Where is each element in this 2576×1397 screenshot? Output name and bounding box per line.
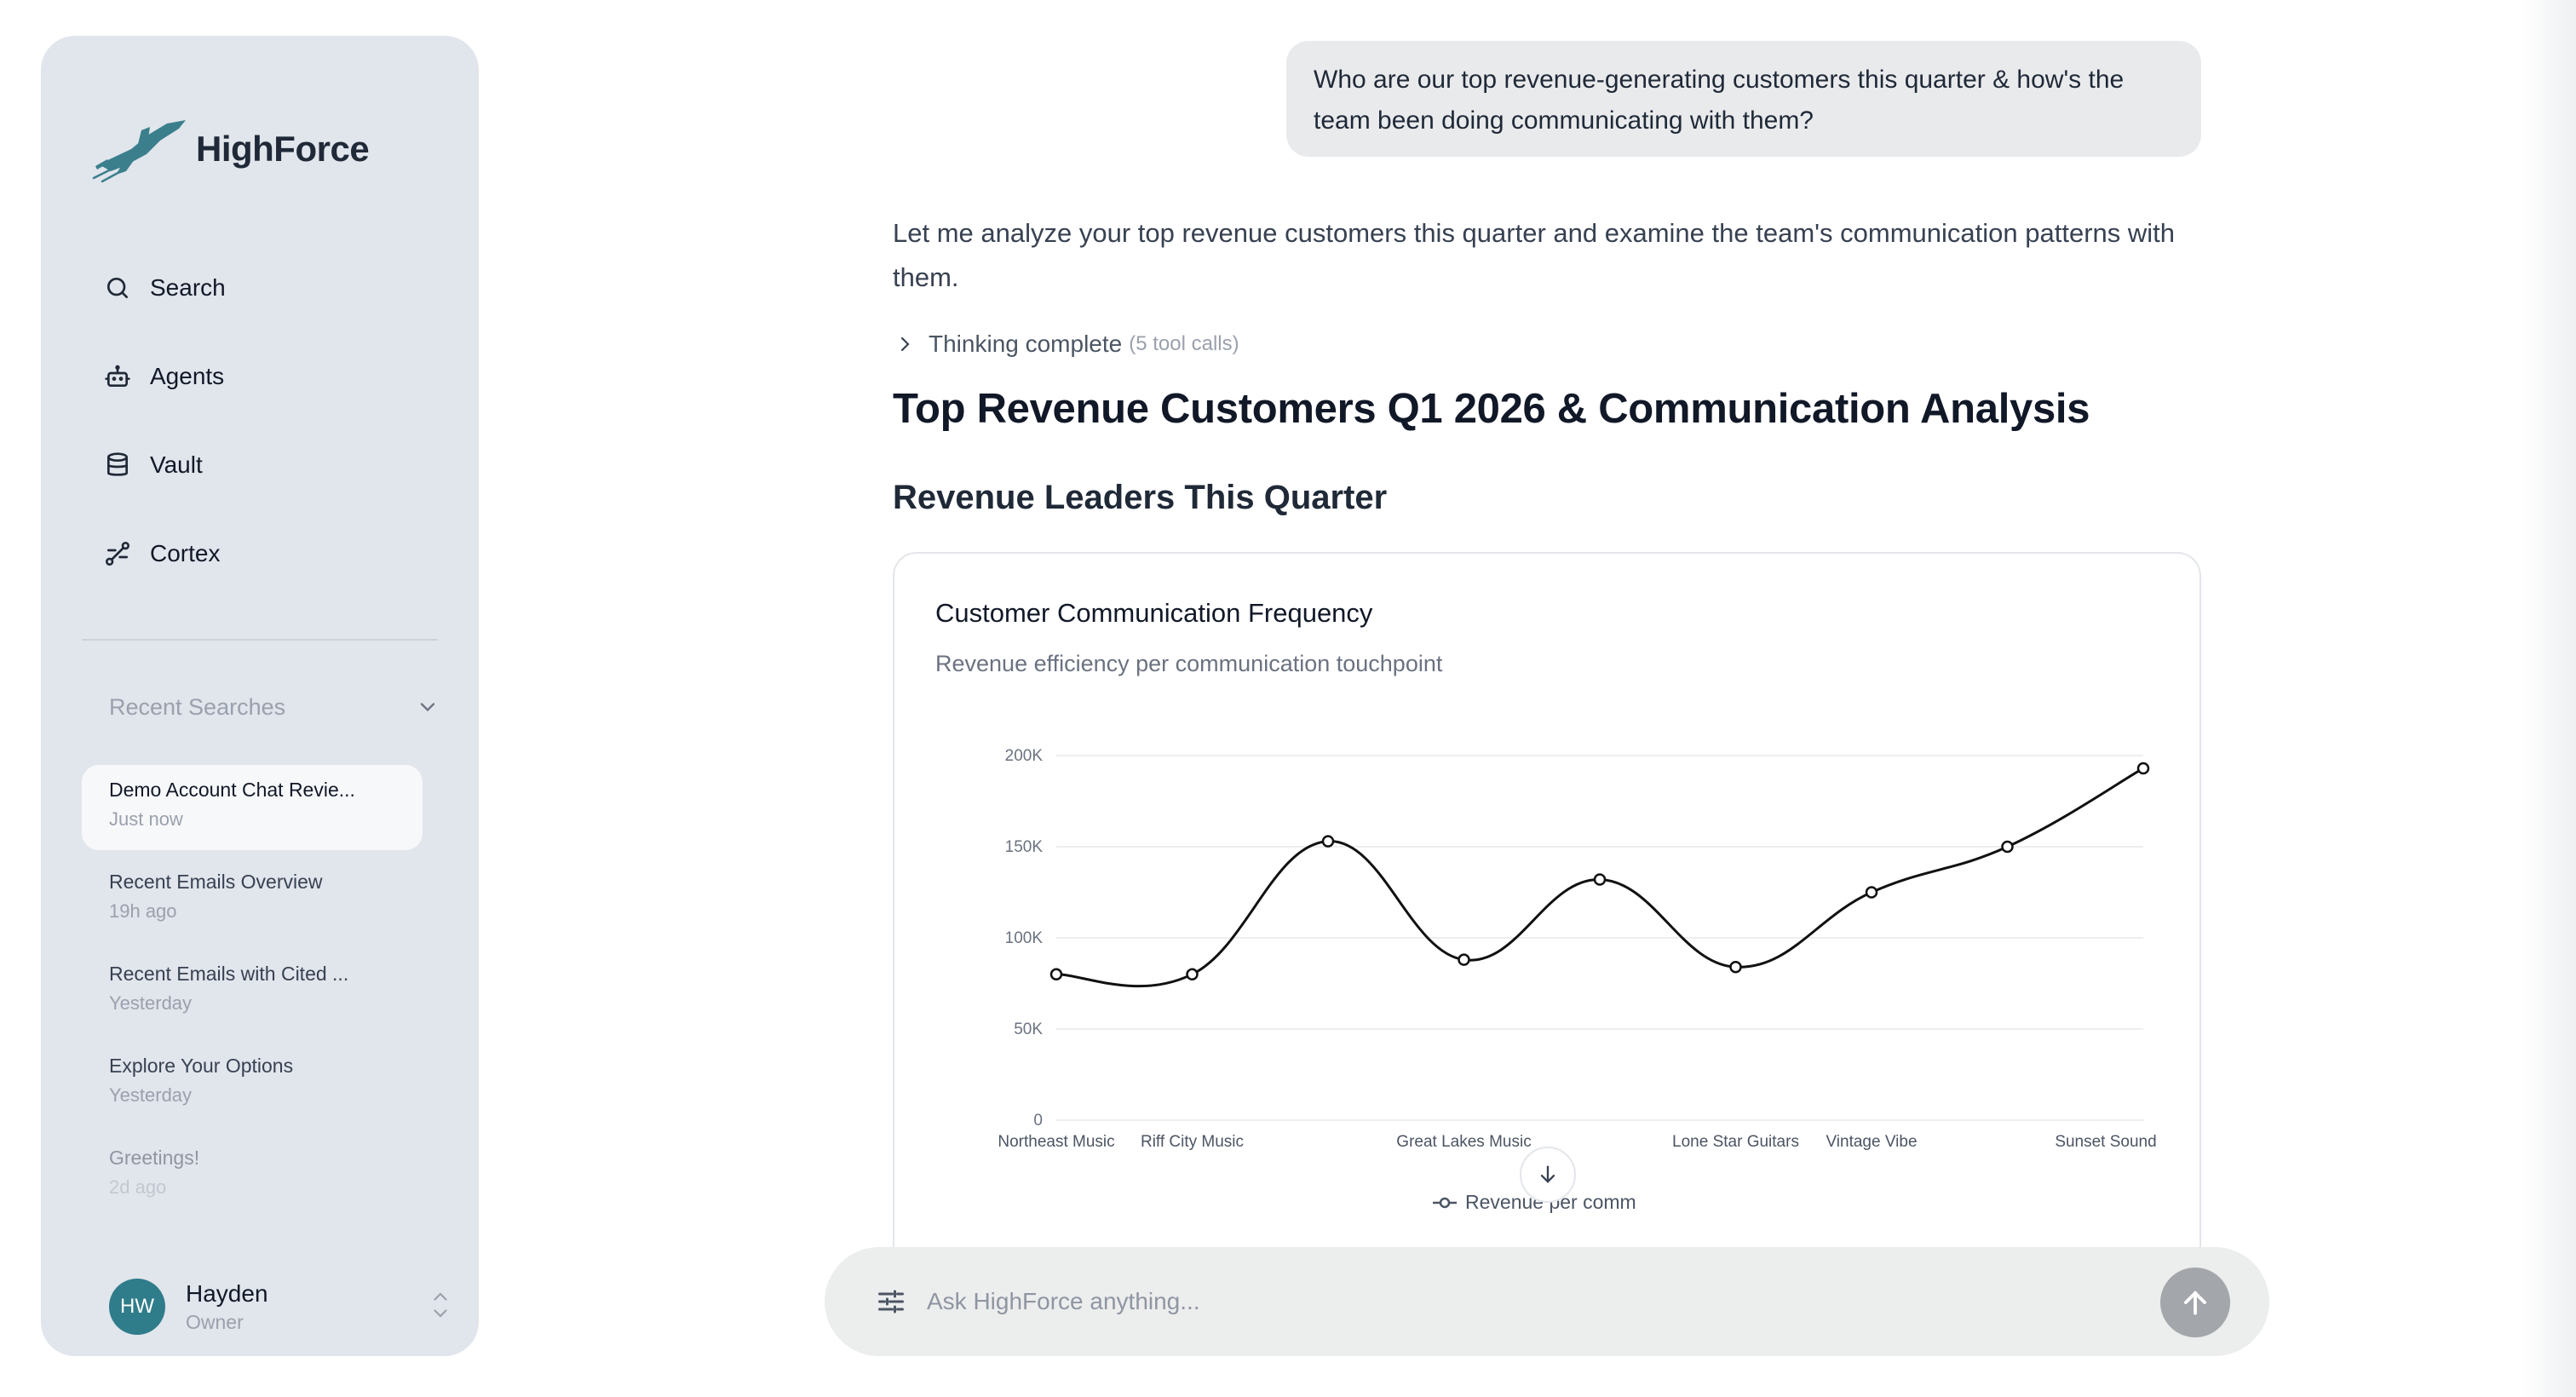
- recent-searches-list: Demo Account Chat Revie... Just now Rece…: [82, 765, 423, 1225]
- nav-cortex-label: Cortex: [150, 540, 221, 566]
- nav-cortex[interactable]: Cortex: [102, 509, 443, 598]
- recent-search-title: Recent Emails Overview: [109, 871, 323, 893]
- nav-vault[interactable]: Vault: [102, 421, 443, 509]
- user-menu[interactable]: HW Hayden Owner: [109, 1274, 451, 1339]
- user-role: Owner: [186, 1310, 244, 1333]
- robot-icon: [102, 361, 133, 392]
- nav-vault-label: Vault: [150, 451, 203, 478]
- recent-search-item[interactable]: Greetings! 2d ago: [82, 1133, 423, 1218]
- nav-agents[interactable]: Agents: [102, 332, 443, 421]
- data-point: [1458, 953, 1470, 966]
- recent-search-item[interactable]: Demo Account Chat Revie... Just now: [82, 765, 423, 850]
- recent-search-item[interactable]: Recent Emails with Cited ... Yesterday: [82, 949, 423, 1034]
- chat-composer: [825, 1247, 2269, 1356]
- recent-search-time: 19h ago: [109, 900, 177, 922]
- response-heading: Top Revenue Customers Q1 2026 & Communic…: [893, 386, 2090, 432]
- recent-search-time: 2d ago: [109, 1176, 167, 1198]
- send-button[interactable]: [2160, 1268, 2230, 1337]
- arrow-down-icon: [1540, 1165, 1555, 1183]
- response-subheading: Revenue Leaders This Quarter: [893, 479, 1388, 516]
- x-tick-label: Riff City Music: [1141, 1133, 1244, 1151]
- y-tick-label: 100K: [1005, 929, 1044, 947]
- y-tick-label: 50K: [1014, 1020, 1043, 1038]
- chat-input[interactable]: [927, 1273, 2102, 1331]
- arrow-up-icon: [2184, 1291, 2206, 1315]
- tool-calls-count: (5 tool calls): [1129, 332, 1239, 355]
- recent-search-title: Recent Emails with Cited ...: [109, 963, 349, 985]
- x-tick-label: Lone Star Guitars: [1672, 1133, 1799, 1151]
- user-name: Hayden: [186, 1279, 268, 1307]
- recent-searches-label: Recent Searches: [109, 693, 286, 720]
- data-point: [1865, 886, 1878, 899]
- chart-subtitle: Revenue efficiency per communication tou…: [935, 651, 1443, 676]
- recent-search-title: Explore Your Options: [109, 1055, 294, 1077]
- user-info: Hayden Owner: [186, 1280, 429, 1334]
- recent-search-time: Just now: [109, 808, 183, 830]
- x-tick-label: Northeast Music: [998, 1133, 1114, 1151]
- y-tick-label: 200K: [1005, 747, 1044, 765]
- recent-search-item[interactable]: Explore Your Options Yesterday: [82, 1041, 423, 1126]
- sidebar-nav: Search Agents Vault Cortex: [102, 244, 443, 598]
- recent-search-item[interactable]: Recent Emails Overview 19h ago: [82, 857, 423, 942]
- line-chart: 0 50K 100K 150K 200K Northeast Music Riff City…: [998, 747, 2156, 1213]
- sidebar-divider: [82, 639, 438, 641]
- jet-logo-icon: [92, 120, 186, 183]
- app-logo[interactable]: HighForce: [90, 111, 370, 187]
- sidebar: HighForce Search Agents Vault Cortex: [41, 36, 479, 1356]
- x-tick-label: Great Lakes Music: [1396, 1133, 1531, 1151]
- recent-search-title: Demo Account Chat Revie...: [109, 779, 355, 801]
- database-icon: [102, 450, 133, 480]
- chart-title: Customer Communication Frequency: [935, 598, 1373, 628]
- data-point: [2136, 762, 2150, 775]
- scroll-edge-shadow: [2521, 0, 2576, 1397]
- data-point: [1321, 835, 1335, 848]
- chevron-up-down-icon: [429, 1286, 451, 1328]
- sliders-icon[interactable]: [876, 1286, 906, 1317]
- data-point: [1186, 968, 1199, 981]
- data-point: [2001, 840, 2014, 854]
- user-message-bubble: Who are our top revenue-generating custo…: [1286, 41, 2201, 157]
- series-line: [1055, 767, 2144, 988]
- x-tick-label: Vintage Vibe: [1826, 1133, 1917, 1151]
- recent-search-title: Greetings!: [109, 1147, 200, 1169]
- recent-search-time: Yesterday: [109, 1084, 193, 1106]
- recent-searches-toggle[interactable]: Recent Searches: [109, 687, 450, 727]
- thinking-label: Thinking complete: [929, 331, 1123, 357]
- nav-search[interactable]: Search: [102, 244, 443, 332]
- avatar: HW: [109, 1279, 165, 1335]
- chevron-down-icon: [420, 703, 435, 712]
- thinking-toggle[interactable]: Thinking complete (5 tool calls): [894, 327, 1239, 361]
- data-point: [1593, 873, 1607, 886]
- workflow-icon: [102, 538, 133, 569]
- app-name: HighForce: [196, 129, 370, 169]
- y-tick-label: 0: [1033, 1112, 1043, 1130]
- chevron-right-icon: [900, 336, 910, 352]
- x-tick-label: Sunset Sound: [2055, 1133, 2156, 1151]
- nav-search-label: Search: [150, 274, 226, 301]
- chart-card: Customer Communication Frequency Revenue…: [893, 552, 2201, 1259]
- recent-search-time: Yesterday: [109, 992, 193, 1014]
- nav-agents-label: Agents: [150, 363, 225, 389]
- legend-swatch-point: [1439, 1197, 1451, 1209]
- assistant-intro: Let me analyze your top revenue customer…: [893, 218, 2176, 292]
- data-point: [1729, 960, 1742, 974]
- scroll-to-bottom-button[interactable]: [1520, 1147, 1576, 1203]
- search-icon: [102, 273, 133, 303]
- data-point: [1049, 968, 1063, 981]
- y-tick-label: 150K: [1005, 838, 1044, 856]
